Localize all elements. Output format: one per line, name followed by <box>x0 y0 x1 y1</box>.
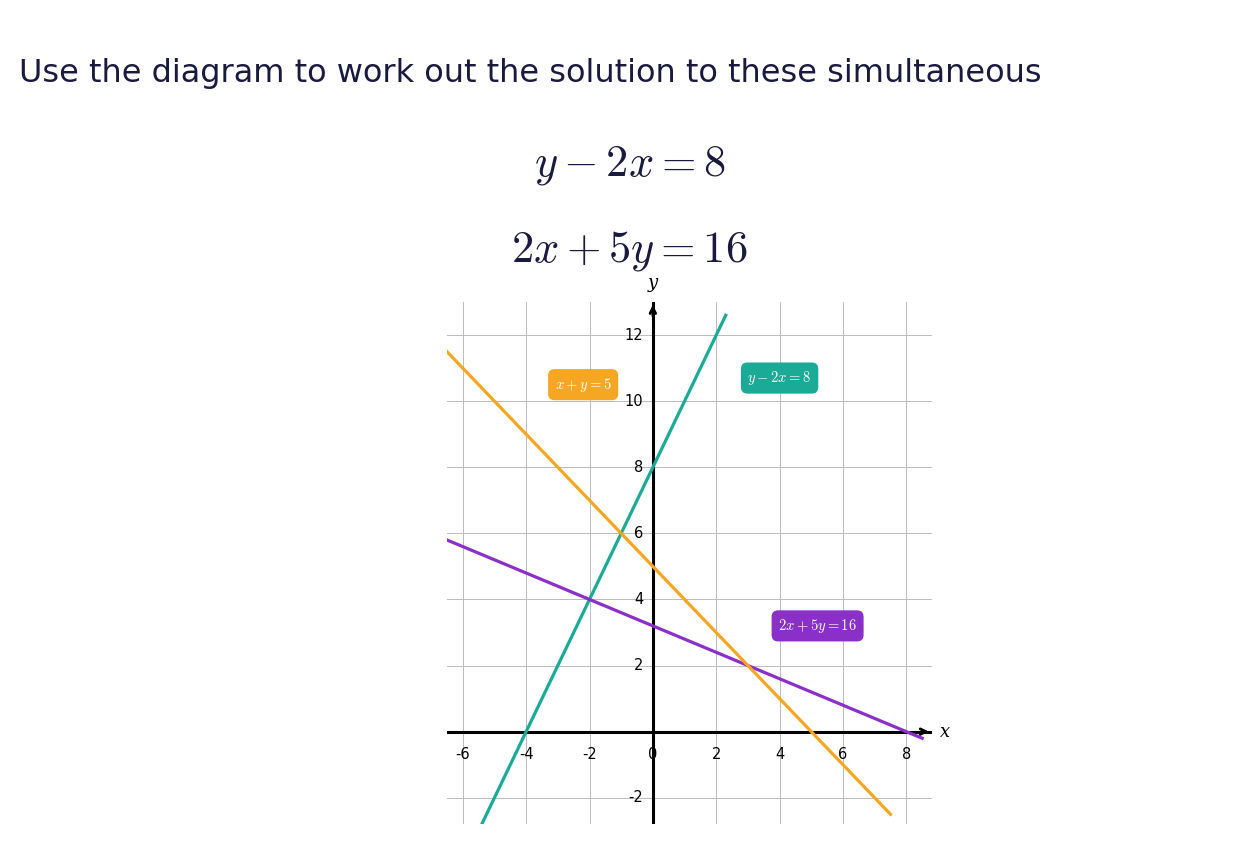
Text: 0: 0 <box>648 746 657 761</box>
Text: -2: -2 <box>582 746 597 761</box>
Text: -2: -2 <box>628 791 643 805</box>
Text: 2: 2 <box>711 746 721 761</box>
Text: 12: 12 <box>624 328 643 343</box>
Text: $y - 2x = 8$: $y - 2x = 8$ <box>534 143 725 186</box>
Text: -4: -4 <box>519 746 534 761</box>
Text: 4: 4 <box>635 592 643 607</box>
Text: 6: 6 <box>838 746 847 761</box>
Text: x: x <box>939 722 949 740</box>
Text: 8: 8 <box>901 746 912 761</box>
Text: 4: 4 <box>776 746 784 761</box>
Text: 2: 2 <box>635 658 643 673</box>
Text: Use the diagram to work out the solution to these simultaneous: Use the diagram to work out the solution… <box>19 59 1041 89</box>
Text: $y - 2x = 8$: $y - 2x = 8$ <box>748 369 812 387</box>
Text: $x + y = 5$: $x + y = 5$ <box>555 375 612 394</box>
Text: -6: -6 <box>456 746 470 761</box>
Text: $2x + 5y = 16$: $2x + 5y = 16$ <box>511 230 748 273</box>
Text: 8: 8 <box>635 460 643 475</box>
Text: $2x + 5y = 16$: $2x + 5y = 16$ <box>778 617 857 635</box>
Text: y: y <box>648 274 658 293</box>
Text: 6: 6 <box>635 526 643 541</box>
Text: 10: 10 <box>624 394 643 409</box>
